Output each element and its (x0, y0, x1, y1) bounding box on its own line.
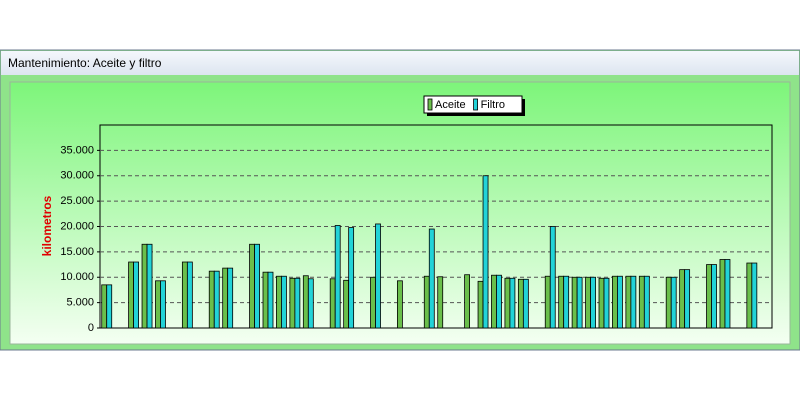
bar (181, 261, 188, 329)
bar (496, 274, 502, 329)
bar (375, 223, 381, 329)
bar (504, 277, 511, 329)
y-tick-label: 30.000 (60, 170, 94, 182)
bar (563, 275, 570, 329)
y-tick-label: 10.000 (60, 271, 94, 283)
bar (208, 270, 215, 329)
bar (509, 277, 516, 329)
bar (638, 275, 645, 329)
bar (719, 259, 726, 329)
bar (289, 277, 296, 329)
bar (307, 278, 314, 329)
bar (160, 280, 166, 329)
bar (625, 275, 632, 329)
bar (343, 279, 350, 329)
legend (423, 95, 523, 114)
bar (370, 276, 376, 329)
bar (276, 275, 282, 329)
bar (549, 226, 556, 329)
y-tick-label: 15.000 (60, 246, 94, 258)
bar (522, 278, 529, 329)
bar (146, 243, 153, 329)
bar (302, 275, 309, 329)
bar (464, 274, 471, 329)
bar (684, 269, 691, 329)
bar (598, 277, 605, 329)
bar (590, 276, 596, 329)
legend-label: Aceite (435, 99, 466, 111)
bar (482, 175, 489, 329)
bar (477, 280, 484, 329)
bar (128, 261, 135, 329)
window-title: Mantenimiento: Aceite y filtro (8, 56, 162, 70)
bar (186, 261, 193, 329)
bar (249, 243, 255, 329)
bar (141, 243, 148, 329)
bar (213, 270, 220, 329)
bar (334, 225, 341, 329)
bar (254, 243, 260, 329)
bar (630, 275, 637, 329)
bar (437, 276, 444, 329)
legend-swatch (427, 98, 433, 111)
bar (751, 262, 758, 329)
bar (262, 271, 269, 329)
bar (724, 259, 731, 329)
bar (643, 275, 650, 329)
bar (101, 284, 108, 329)
bar (706, 264, 712, 329)
bar (106, 284, 113, 329)
bar (423, 275, 430, 329)
legend-swatch (473, 98, 478, 111)
y-tick-label: 0 (88, 322, 94, 334)
y-tick-label: 20.000 (60, 220, 94, 232)
bar (612, 275, 618, 329)
bar (746, 262, 753, 329)
y-axis-label: kilometros (40, 195, 54, 256)
bar (585, 276, 591, 329)
bar (396, 280, 403, 329)
bar (155, 280, 161, 329)
bar (571, 276, 578, 329)
bar (348, 227, 355, 329)
title-bar (1, 51, 799, 75)
y-tick-label: 5.000 (66, 297, 94, 309)
bar (267, 271, 274, 329)
bar (294, 277, 301, 329)
y-tick-label: 35.000 (60, 144, 94, 156)
y-tick-label: 25.000 (60, 195, 94, 207)
bar (227, 267, 234, 329)
bar (329, 278, 336, 329)
bar (133, 261, 140, 329)
bar (665, 276, 672, 329)
bar (491, 274, 497, 329)
bar (617, 275, 623, 329)
bar (558, 275, 565, 329)
bar (711, 264, 717, 329)
bar (576, 276, 583, 329)
bar (281, 275, 287, 329)
bar (670, 276, 677, 329)
bar (603, 277, 610, 329)
bar (679, 269, 686, 329)
bar (544, 275, 551, 329)
bar (222, 267, 229, 329)
legend-label: Filtro (481, 99, 505, 111)
bar (428, 228, 435, 329)
bar (517, 278, 524, 329)
